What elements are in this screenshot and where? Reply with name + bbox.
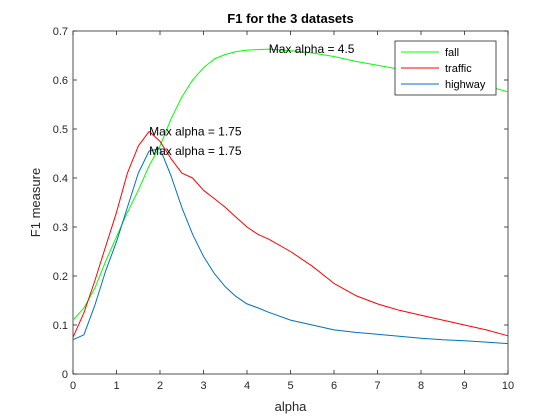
x-tick-label: 7	[374, 380, 380, 392]
annotation-max-alpha: Max alpha = 1.75	[149, 124, 242, 138]
x-tick-label: 1	[113, 380, 119, 392]
y-axis-label: F1 measure	[28, 168, 43, 237]
y-tick-label: 0.4	[53, 173, 68, 185]
y-tick-label: 0.5	[53, 124, 68, 136]
x-tick-label: 9	[461, 380, 467, 392]
annotations: Max alpha = 4.5 Max alpha = 1.75 Max alpha…	[149, 42, 355, 158]
x-tick-label: 8	[418, 380, 424, 392]
y-tick-label: 0	[62, 369, 68, 381]
y-tick-label: 0.2	[53, 271, 68, 283]
legend: fall traffic highway	[394, 40, 497, 96]
legend-label-traffic: traffic	[445, 63, 472, 75]
legend-label-highway: highway	[445, 79, 486, 91]
y-tick-label: 0.1	[53, 320, 68, 332]
x-tick-label: 6	[331, 380, 337, 392]
series-line-traffic	[72, 130, 509, 338]
y-tick-label: 0.7	[53, 26, 68, 38]
x-tick-label: 4	[244, 380, 250, 392]
annotation-max-alpha: Max alpha = 4.5	[269, 42, 355, 56]
legend-label-fall: fall	[445, 47, 459, 59]
chart-title: F1 for the 3 datasets	[227, 11, 353, 26]
y-tick-label: 0.6	[53, 75, 68, 87]
x-tick-label: 5	[287, 380, 293, 392]
annotation-max-alpha: Max alpha = 1.75	[149, 144, 242, 158]
series-line-highway	[72, 148, 509, 345]
x-tick-label: 3	[200, 380, 206, 392]
y-tick-label: 0.3	[53, 222, 68, 234]
x-tick-label: 2	[157, 380, 163, 392]
x-tick-label: 0	[70, 380, 76, 392]
x-axis-label: alpha	[275, 399, 308, 414]
x-tick-label: 10	[502, 380, 514, 392]
